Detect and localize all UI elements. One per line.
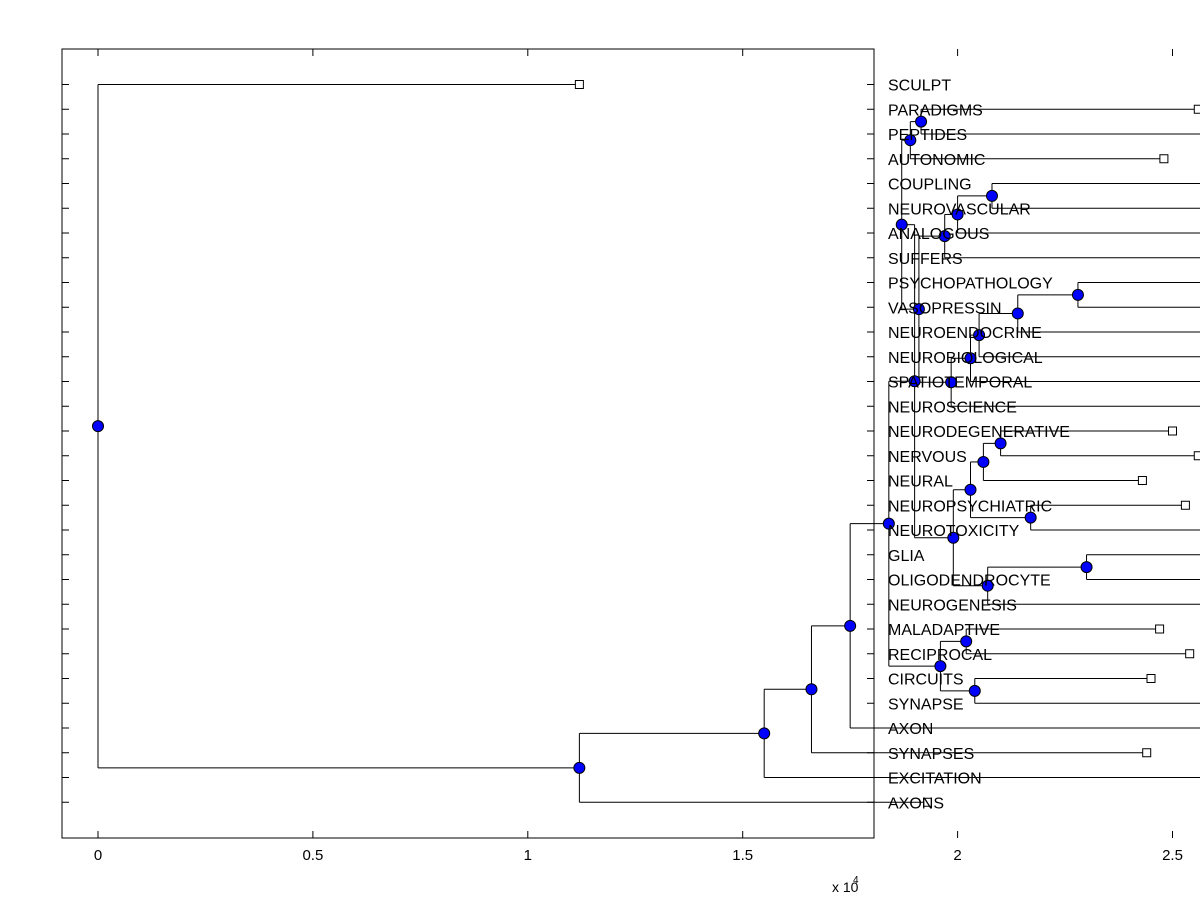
cluster-node: [985, 189, 998, 202]
leaf-label: SPATIOTEMPORAL: [888, 375, 1032, 392]
cluster-node: [981, 579, 994, 592]
leaf-markers: [574, 80, 1200, 807]
cluster-node: [805, 683, 818, 696]
node-markers: [92, 115, 1093, 774]
cluster-node: [960, 635, 973, 648]
cluster-node: [1071, 288, 1084, 301]
leaf-label: SCULPT: [888, 78, 951, 95]
cluster-node: [1080, 561, 1093, 574]
cluster-node: [758, 727, 771, 740]
leaf-label: CIRCUITS: [888, 672, 964, 689]
cluster-node: [895, 218, 908, 231]
leaf-label: NEUROGENESIS: [888, 597, 1017, 614]
leaf-label: COUPLING: [888, 177, 972, 194]
cluster-node: [938, 230, 951, 243]
leaf-marker: [1193, 451, 1200, 461]
cluster-node: [915, 115, 928, 128]
x-axis-multiplier: x 10: [832, 879, 859, 895]
cluster-node: [934, 660, 947, 673]
leaf-label: NEUROENDOCRINE: [888, 325, 1042, 342]
leaf-label: NEUROSCIENCE: [888, 399, 1017, 416]
cluster-node: [908, 375, 921, 388]
leaf-label: NEUROBIOLOGICAL: [888, 350, 1043, 367]
cluster-node: [912, 303, 925, 316]
leaf-marker: [1142, 748, 1152, 758]
leaf-label: RECIPROCAL: [888, 647, 992, 664]
x-axis-multiplier-exponent: 4: [853, 875, 859, 886]
x-tick-label: 1: [524, 847, 532, 864]
leaf-label: MALADAPTIVE: [888, 622, 1000, 639]
leaf-label: PSYCHOPATHOLOGY: [888, 276, 1053, 293]
x-tick-label: 0: [94, 847, 102, 864]
cluster-node: [994, 437, 1007, 450]
leaf-marker: [1193, 104, 1200, 114]
x-tick-label: 1.5: [732, 847, 753, 864]
leaf-label: NEURAL: [888, 474, 953, 491]
leaf-label: SYNAPSES: [888, 746, 974, 763]
leaf-label: NEURODEGENERATIVE: [888, 424, 1070, 441]
leaf-label: GLIA: [888, 548, 925, 565]
cluster-node: [92, 420, 104, 433]
leaf-marker: [1155, 624, 1165, 634]
leaf-marker: [1137, 476, 1147, 485]
leaf-label: AXON: [888, 721, 933, 738]
leaf-marker: [1185, 649, 1195, 659]
leaf-label: AUTONOMIC: [888, 152, 985, 169]
cluster-node: [977, 455, 990, 468]
leaf-marker: [1146, 674, 1156, 683]
cluster-node: [882, 517, 895, 530]
leaf-label: OLIGODENDROCYTE: [888, 573, 1051, 590]
cluster-node: [947, 531, 960, 544]
leaf-label: VASOPRESSIN: [888, 300, 1002, 317]
cluster-node: [904, 134, 917, 147]
x-tick-label: 2: [953, 847, 961, 864]
cluster-node: [951, 208, 964, 221]
cluster-node: [844, 619, 857, 632]
leaf-marker: [923, 797, 933, 807]
leaf-label: SYNAPSE: [888, 696, 964, 713]
leaf-label: NEUROPSYCHIATRIC: [888, 498, 1052, 515]
leaf-label: NEUROTOXICITY: [888, 523, 1020, 540]
leaf-label: PEPTIDES: [888, 127, 967, 144]
cluster-node: [1011, 307, 1024, 320]
leaf-label: PARADIGMS: [888, 102, 983, 119]
leaf-marker: [1159, 154, 1169, 164]
leaf-marker: [1168, 426, 1177, 436]
leaf-label: NEUROVASCULAR: [888, 201, 1031, 218]
cluster-node: [964, 352, 977, 365]
leaf-marker: [574, 80, 584, 89]
cluster-node: [973, 329, 986, 342]
leaf-label: SUFFERS: [888, 251, 963, 268]
dendrogram-edges: [97, 84, 1200, 803]
leaf-label: EXCITATION: [888, 771, 982, 788]
x-axis: 00.511.522.533.5: [94, 49, 1183, 864]
cluster-node: [964, 483, 977, 496]
leaf-labels: SCULPT PARADIGMS PEPTIDES AUTONOMIC COUPLING…: [888, 78, 1070, 813]
leaf-label: AXONS: [888, 795, 944, 812]
leaf-label: NERVOUS: [888, 449, 967, 466]
x-tick-label: 2.5: [1162, 847, 1183, 864]
leaf-marker: [1180, 500, 1190, 510]
x-tick-label: 0.5: [302, 847, 323, 864]
plot-area-frame: [61, 48, 875, 839]
cluster-node: [945, 376, 958, 389]
cluster-node: [1024, 511, 1037, 524]
cluster-node: [968, 684, 981, 697]
leaf-label: ANALOGOUS: [888, 226, 989, 243]
y-ticks: [62, 84, 874, 803]
cluster-node: [573, 761, 586, 774]
